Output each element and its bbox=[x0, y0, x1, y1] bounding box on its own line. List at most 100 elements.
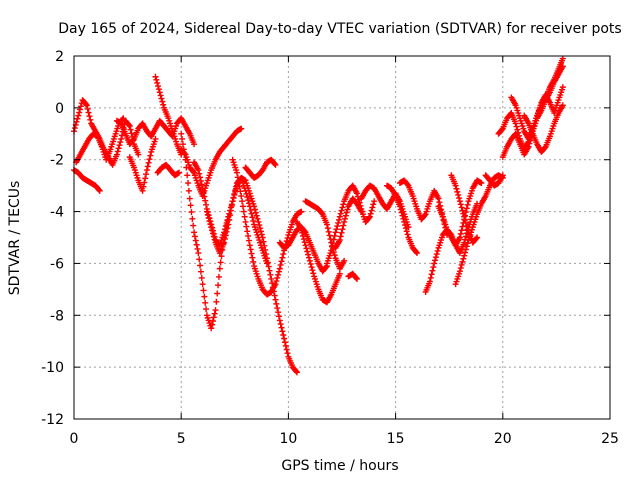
data-point-plus bbox=[236, 183, 243, 190]
data-point-plus bbox=[368, 207, 375, 214]
data-point-plus bbox=[257, 225, 264, 232]
data-point-plus bbox=[179, 135, 186, 142]
data-point-plus bbox=[116, 142, 123, 149]
data-point-plus bbox=[305, 251, 312, 258]
data-point-plus bbox=[238, 193, 245, 200]
data-point-plus bbox=[459, 258, 466, 265]
data-point-plus bbox=[244, 194, 251, 201]
data-point-plus bbox=[370, 201, 377, 208]
data-point-plus bbox=[232, 187, 239, 194]
data-point-plus bbox=[176, 169, 183, 176]
data-point-plus bbox=[260, 238, 267, 245]
data-point-plus bbox=[210, 233, 217, 240]
data-point-plus bbox=[462, 216, 469, 223]
x-tick-label: 25 bbox=[601, 431, 619, 447]
data-point-plus bbox=[180, 146, 187, 153]
data-point-plus bbox=[83, 102, 90, 109]
data-point-plus bbox=[436, 199, 443, 206]
data-point-plus bbox=[210, 314, 217, 321]
data-point-plus bbox=[203, 306, 210, 313]
data-point-plus bbox=[454, 188, 461, 195]
data-point-plus bbox=[158, 95, 165, 102]
data-point-plus bbox=[333, 226, 340, 233]
data-point-plus bbox=[155, 83, 162, 90]
data-point-plus bbox=[245, 237, 252, 244]
data-point-plus bbox=[126, 123, 133, 130]
data-point-plus bbox=[281, 339, 288, 346]
data-point-plus bbox=[324, 225, 331, 232]
data-point-plus bbox=[194, 245, 201, 252]
data-point-plus bbox=[276, 265, 283, 272]
series-arc-29 bbox=[499, 63, 566, 161]
data-point-plus bbox=[209, 317, 216, 324]
data-point-plus bbox=[237, 188, 244, 195]
data-point-plus bbox=[338, 207, 345, 214]
data-point-plus bbox=[205, 214, 212, 221]
data-point-plus bbox=[398, 209, 405, 216]
series-arc-14 bbox=[276, 224, 330, 275]
data-point-plus bbox=[396, 203, 403, 210]
data-point-plus bbox=[266, 267, 273, 274]
data-point-plus bbox=[147, 152, 154, 159]
data-point-plus bbox=[227, 207, 234, 214]
data-point-plus bbox=[190, 222, 197, 229]
data-point-plus bbox=[462, 219, 469, 226]
data-point-plus bbox=[402, 225, 409, 232]
data-point-plus bbox=[342, 212, 349, 219]
data-point-plus bbox=[369, 204, 376, 211]
data-point-plus bbox=[275, 309, 282, 316]
data-point-plus bbox=[191, 141, 198, 148]
data-point-plus bbox=[336, 270, 343, 277]
data-point-plus bbox=[430, 264, 437, 271]
data-point-plus bbox=[435, 195, 442, 202]
data-point-plus bbox=[239, 198, 246, 205]
data-point-plus bbox=[274, 305, 281, 312]
data-point-plus bbox=[221, 239, 228, 246]
data-point-plus bbox=[83, 101, 90, 108]
data-point-plus bbox=[199, 185, 206, 192]
data-point-plus bbox=[335, 219, 342, 226]
data-point-plus bbox=[201, 293, 208, 300]
y-tick-label: -4 bbox=[50, 205, 64, 221]
y-tick-label: -2 bbox=[50, 153, 64, 169]
x-tick-label: 0 bbox=[70, 431, 79, 447]
data-point-plus bbox=[464, 201, 471, 208]
data-point-plus bbox=[431, 260, 438, 267]
data-point-plus bbox=[331, 232, 338, 239]
data-point-plus bbox=[84, 105, 91, 112]
data-point-plus bbox=[204, 211, 211, 218]
data-point-plus bbox=[307, 260, 314, 267]
data-point-plus bbox=[185, 180, 192, 187]
y-tick-label: 2 bbox=[55, 49, 64, 65]
data-point-plus bbox=[197, 177, 204, 184]
data-point-plus bbox=[339, 204, 346, 211]
data-point-plus bbox=[209, 321, 216, 328]
data-point-plus bbox=[215, 273, 222, 280]
data-point-plus bbox=[160, 101, 167, 108]
data-point-plus bbox=[208, 325, 215, 332]
data-point-plus bbox=[461, 252, 468, 259]
grid-lines bbox=[74, 56, 610, 419]
data-point-plus bbox=[216, 265, 223, 272]
series-arc-5 bbox=[126, 135, 159, 194]
data-point-plus bbox=[399, 212, 406, 219]
data-point-plus bbox=[421, 212, 428, 219]
data-point-plus bbox=[404, 231, 411, 238]
data-point-plus bbox=[310, 270, 317, 277]
data-point-plus bbox=[190, 168, 197, 175]
data-point-plus bbox=[243, 223, 250, 230]
data-point-plus bbox=[257, 228, 264, 235]
data-point-plus bbox=[255, 218, 262, 225]
data-point-plus bbox=[331, 252, 338, 259]
data-point-plus bbox=[358, 208, 365, 215]
data-point-plus bbox=[77, 106, 84, 113]
data-point-plus bbox=[115, 145, 122, 152]
data-point-plus bbox=[328, 247, 335, 254]
data-point-plus bbox=[434, 247, 441, 254]
data-point-plus bbox=[463, 205, 470, 212]
data-point-plus bbox=[208, 224, 215, 231]
data-point-plus bbox=[256, 222, 263, 229]
data-point-plus bbox=[202, 197, 209, 204]
data-point-plus bbox=[341, 257, 348, 264]
data-point-plus bbox=[329, 240, 336, 247]
